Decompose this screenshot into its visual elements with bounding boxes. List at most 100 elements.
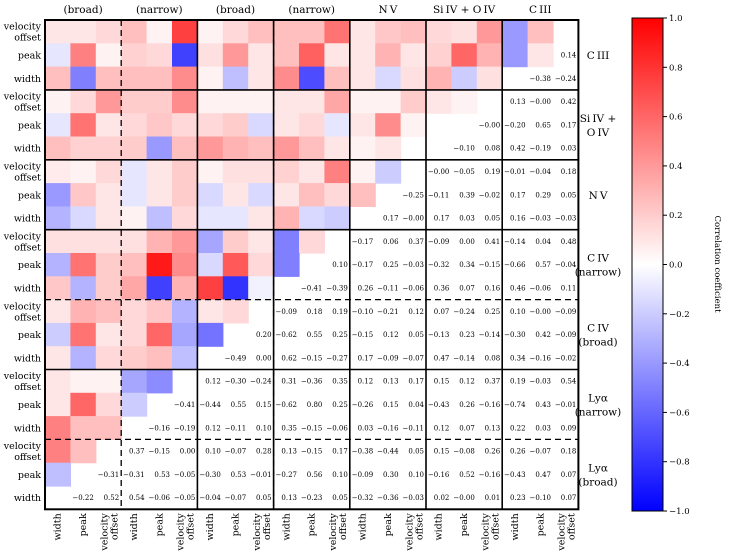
heatmap-cell [451, 20, 478, 44]
cell-value: −0.62 [276, 401, 297, 409]
cell-value: 0.53 [231, 471, 247, 479]
heatmap-cell [451, 66, 478, 91]
row-tick-label: velocity [3, 161, 42, 172]
col-tick-label: width [510, 513, 521, 540]
cell-value: −0.74 [504, 401, 526, 409]
cell-value: 0.17 [510, 191, 526, 199]
row-tick-label: width [14, 283, 41, 294]
cell-value: −0.24 [250, 378, 272, 386]
heatmap-cell [121, 183, 148, 207]
cell-value: 0.00 [180, 448, 196, 456]
heatmap-cell [476, 20, 503, 44]
heatmap-cell [222, 206, 249, 231]
right-group-label: (narrow) [575, 267, 622, 279]
cell-value: 0.00 [459, 238, 475, 246]
col-tick-label: offset [567, 513, 578, 540]
heatmap-cell [95, 89, 122, 114]
heatmap-cell [70, 276, 97, 301]
cell-value: 0.07 [434, 308, 450, 316]
cell-value: 0.20 [256, 331, 272, 339]
heatmap-cell [95, 66, 122, 91]
cell-value: 0.42 [510, 145, 526, 153]
heatmap-cell [146, 322, 173, 347]
cell-value: 0.09 [561, 424, 577, 432]
cell-value: 0.13 [281, 494, 297, 502]
cell-value: 0.19 [485, 168, 501, 176]
colorbar-tick-label: 0.2 [669, 211, 683, 221]
cell-value: −0.62 [276, 331, 297, 339]
cell-value: −0.02 [555, 354, 576, 362]
heatmap-cell [95, 183, 122, 207]
cell-value: 0.22 [510, 424, 526, 432]
heatmap-cell [146, 253, 173, 277]
cell-value: 0.25 [332, 331, 348, 339]
heatmap-cell [248, 20, 275, 44]
heatmap-cell [502, 20, 529, 44]
right-group-label: O IV [587, 127, 610, 139]
heatmap-cell [121, 392, 148, 417]
cell-value: 0.23 [459, 331, 475, 339]
cell-value: −0.10 [453, 145, 474, 153]
cell-value: 0.12 [205, 378, 221, 386]
row-tick-label: peak [18, 50, 41, 61]
heatmap-cell [248, 43, 275, 68]
heatmap-cell [95, 346, 122, 371]
heatmap-cell [299, 113, 325, 138]
heatmap-cell [349, 183, 376, 207]
heatmap-cell [476, 43, 503, 68]
cell-value: 0.10 [256, 424, 272, 432]
heatmap-cell [146, 113, 173, 138]
cell-value: −0.41 [174, 401, 195, 409]
col-tick-label: velocity [481, 513, 492, 552]
heatmap-cell [146, 159, 173, 184]
colorbar: 1.0 0.8 0.6 0.4 0.2 0.0 −0.2 −0.4 −0.6 −0.8 −1.0 C… [631, 14, 722, 517]
heatmap-cell [349, 66, 376, 91]
top-group-label: (narrow) [136, 4, 183, 16]
cell-value: 0.05 [485, 215, 501, 223]
cell-value: −0.13 [428, 331, 449, 339]
heatmap-cell [121, 229, 148, 254]
cell-value: 0.62 [281, 354, 297, 362]
heatmap-cell [197, 229, 224, 254]
heatmap-cell [146, 136, 173, 161]
row-tick-label: velocity [3, 22, 42, 33]
heatmap-cell [45, 229, 71, 254]
top-group-label: (narrow) [288, 4, 335, 16]
heatmap-cell [375, 159, 402, 184]
cell-value: −0.01 [555, 401, 576, 409]
plot-frame [44, 19, 580, 511]
cell-value: 0.04 [408, 401, 424, 409]
heatmap-cell [70, 136, 97, 161]
cell-value: 0.13 [383, 378, 399, 386]
cell-value: 0.28 [256, 448, 272, 456]
heatmap-cell [324, 113, 351, 138]
cell-value-labels: 0.14 −0.38 −0.24 0.13 −0.00 0.42 −0.00 −0.20 0.6… [72, 51, 577, 502]
tick-labels: velocityoffsetpeakwidthvelocityoffsetpea… [3, 22, 578, 552]
cell-value: −0.19 [530, 145, 551, 153]
heatmap-cell [95, 229, 122, 254]
colorbar-label: Correlation coefficient [712, 215, 722, 313]
colorbar-tick-label: −0.2 [669, 310, 690, 320]
cell-value: 0.43 [535, 401, 551, 409]
heatmap-cell [45, 416, 71, 440]
row-tick-label: peak [18, 190, 41, 201]
heatmap-cell [248, 113, 275, 138]
row-tick-label: peak [18, 470, 41, 481]
heatmap-cell [375, 89, 402, 114]
row-tick-label: offset [14, 103, 41, 114]
heatmap-cell [121, 206, 148, 231]
heatmap-cell [70, 43, 97, 68]
heatmap-cell [324, 66, 351, 91]
heatmap-cell [299, 159, 325, 184]
cell-value: 0.15 [434, 448, 450, 456]
heatmap-cell [70, 439, 97, 464]
cell-value: 0.53 [154, 471, 170, 479]
heatmap-cell [45, 159, 71, 184]
heatmap-cell [146, 20, 173, 44]
heatmap-cell [324, 206, 351, 231]
heatmap-cell [121, 159, 148, 184]
col-tick-label: offset [491, 513, 502, 540]
heatmap-cell [121, 136, 148, 161]
heatmap-cell [45, 276, 71, 301]
heatmap-cell [95, 43, 122, 68]
